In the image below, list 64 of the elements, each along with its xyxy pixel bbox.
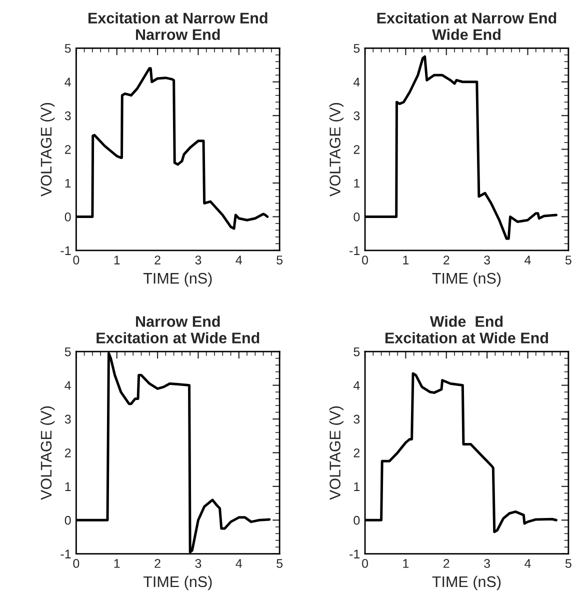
x-tick-label: 4 (236, 559, 242, 568)
y-tick-label: 5 (354, 348, 360, 356)
y-tick-label: 3 (64, 111, 71, 120)
x-tick-label: 1 (403, 559, 409, 568)
y-tick-label: -1 (60, 246, 71, 255)
y-tick-label: -1 (350, 550, 360, 558)
chart-title: Wide End Excitation at Wide End (385, 316, 548, 344)
x-tick-label: 3 (195, 559, 202, 568)
x-axis-title: TIME (nS) (143, 576, 212, 590)
chart-title: Narrow End Excitation at Wide End (96, 316, 260, 344)
y-axis-title: VOLTAGE (V) (329, 102, 344, 196)
x-tick-label: 4 (524, 559, 531, 568)
y-axis-title: VOLTAGE (V) (40, 102, 55, 196)
x-tick-label: 0 (73, 559, 80, 568)
y-tick-label: 0 (64, 516, 71, 525)
x-tick-label: 2 (444, 256, 450, 264)
chart-title: Excitation at Narrow End Wide End (377, 12, 556, 40)
x-axis-title: TIME (nS) (432, 576, 501, 590)
y-tick-label: 0 (64, 212, 71, 222)
x-tick-label: 2 (154, 559, 160, 568)
y-tick-label: 4 (353, 78, 360, 86)
y-tick-label: 2 (64, 448, 71, 458)
y-tick-label: 5 (64, 348, 71, 356)
y-tick-label: 1 (65, 178, 71, 188)
y-tick-label: 3 (64, 414, 71, 424)
y-tick-label: 2 (354, 145, 360, 154)
x-tick-label: 3 (484, 559, 490, 568)
y-tick-label: 4 (64, 78, 71, 86)
y-tick-label: 1 (65, 482, 71, 491)
x-tick-label: 1 (114, 559, 120, 568)
y-tick-label: 2 (354, 448, 360, 458)
x-tick-label: 4 (524, 256, 531, 264)
y-tick-label: 1 (354, 482, 360, 491)
y-axis-title: VOLTAGE (V) (40, 406, 55, 500)
y-tick-label: 1 (354, 178, 360, 188)
x-tick-label: 0 (73, 256, 80, 264)
y-tick-label: 3 (354, 111, 360, 120)
x-tick-label: 0 (362, 256, 368, 264)
x-tick-label: 5 (276, 256, 283, 264)
y-tick-label: 0 (354, 516, 360, 525)
y-tick-label: -1 (60, 550, 71, 558)
x-tick-label: 2 (444, 559, 450, 568)
x-tick-label: 5 (565, 256, 572, 264)
x-axis-title: TIME (nS) (143, 272, 212, 287)
x-tick-label: 5 (276, 559, 283, 568)
y-tick-label: 2 (64, 145, 71, 154)
y-tick-label: 5 (354, 44, 360, 53)
y-tick-label: -1 (350, 246, 360, 255)
x-tick-label: 2 (154, 256, 160, 264)
chart-title: Excitation at Narrow End Narrow End (88, 12, 268, 40)
x-tick-label: 5 (565, 559, 572, 568)
y-tick-label: 4 (64, 381, 71, 390)
y-tick-label: 5 (64, 44, 71, 53)
y-axis-title: VOLTAGE (V) (329, 406, 344, 500)
x-axis-title: TIME (nS) (432, 272, 501, 287)
x-tick-label: 0 (362, 559, 368, 568)
y-tick-label: 4 (353, 381, 360, 390)
y-tick-label: 0 (354, 212, 360, 222)
x-tick-label: 1 (114, 256, 120, 264)
x-tick-label: 3 (484, 256, 490, 264)
x-tick-label: 4 (236, 256, 242, 264)
x-tick-label: 1 (403, 256, 409, 264)
y-tick-label: 3 (354, 414, 360, 424)
x-tick-label: 3 (195, 256, 202, 264)
